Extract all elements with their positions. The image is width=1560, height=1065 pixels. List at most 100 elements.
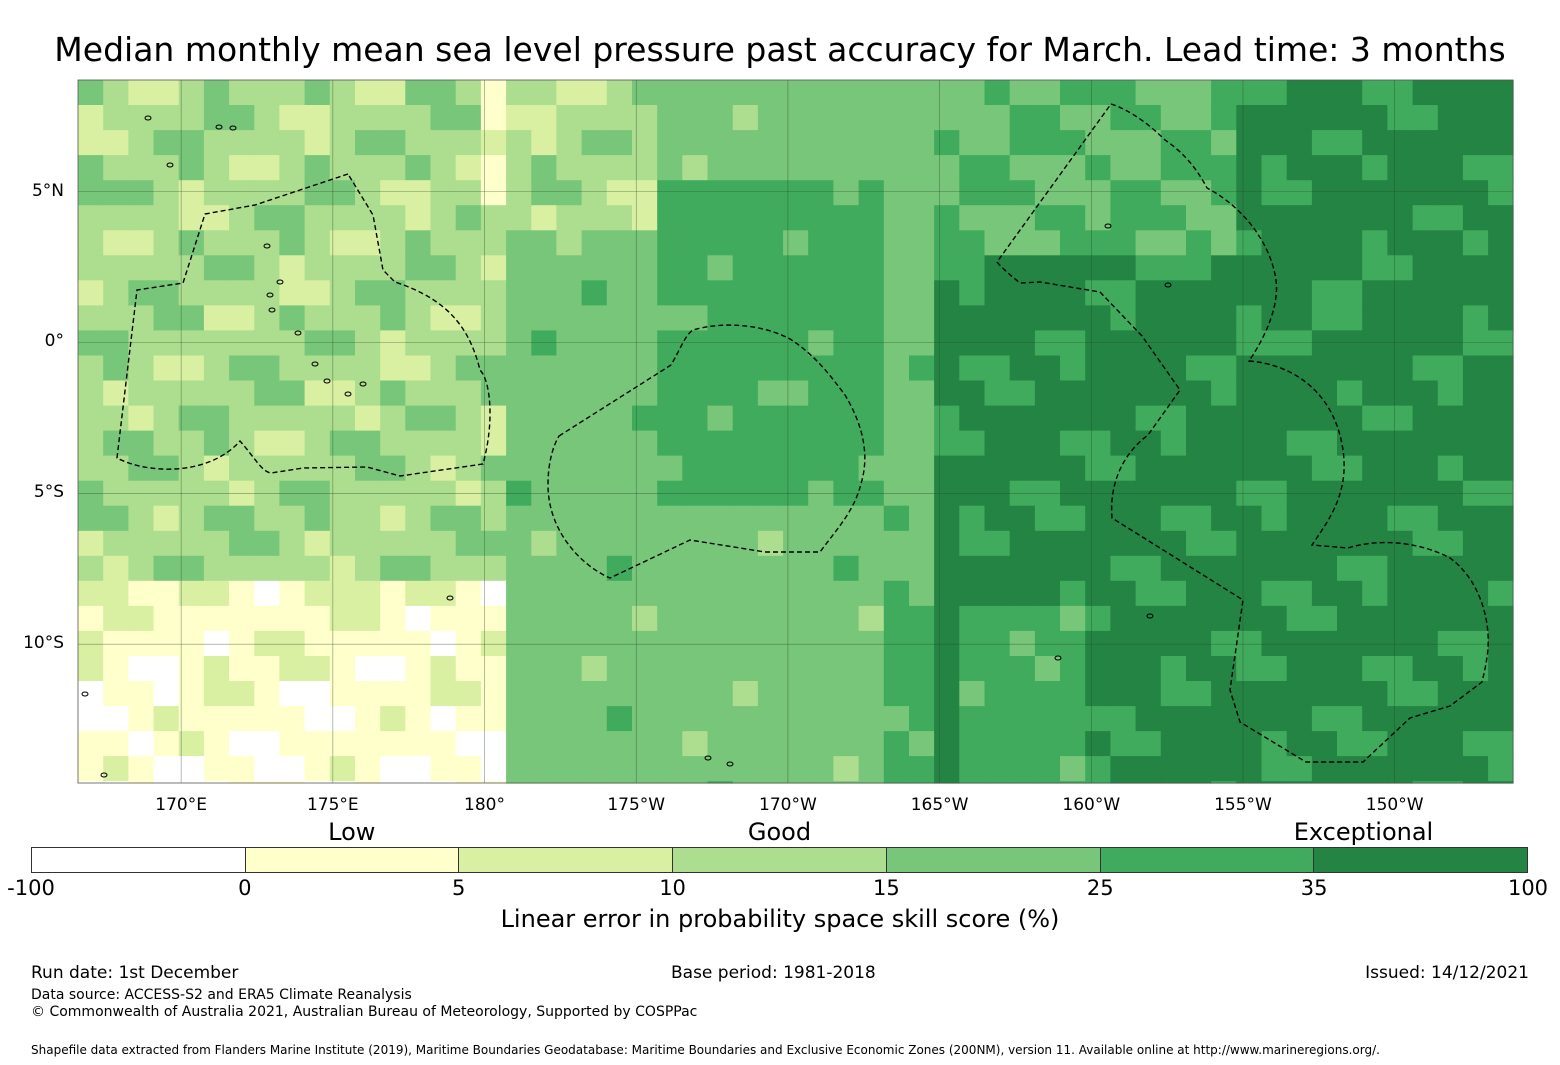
grid-cell [1412,380,1439,407]
grid-cell [909,330,935,356]
grid-cell [783,630,809,657]
grid-cell [606,380,633,407]
grid-cell [1135,706,1162,732]
colorbar-segment [1314,848,1528,872]
grid-cell [1034,605,1061,632]
grid-cell [1286,605,1313,632]
grid-cell [1387,781,1414,784]
grid-cell [808,630,834,657]
grid-cell [329,355,356,382]
grid-cell [430,380,457,407]
grid-cell [1236,430,1263,457]
grid-cell [1488,105,1514,131]
grid-cell [1488,656,1514,682]
grid-cell [1236,505,1263,532]
grid-cell [1362,355,1388,382]
grid-cell [1261,105,1288,131]
grid-cell [657,130,683,156]
grid-cell [707,555,734,582]
grid-cell [606,205,633,231]
grid-cell [1488,681,1514,707]
grid-cell [506,630,532,657]
grid-cell [757,530,784,557]
grid-cell [1286,230,1313,256]
grid-cell [883,155,910,181]
grid-cell [1085,555,1111,582]
grid-cell [1412,530,1439,557]
grid-cell [1186,80,1212,106]
grid-cell [430,305,457,331]
grid-cell [1261,706,1288,732]
grid-cell [1085,580,1111,607]
grid-cell [858,505,885,532]
grid-cell [732,656,759,682]
grid-cell [707,580,734,607]
grid-cell [1286,305,1313,331]
grid-cell [78,80,104,106]
grid-cell [909,255,935,281]
grid-cell [1462,305,1489,331]
grid-cell [455,230,482,256]
grid-cell [833,255,860,281]
grid-cell [178,430,205,457]
grid-cell [757,405,784,432]
grid-cell [1110,355,1137,382]
grid-cell [1060,155,1086,181]
grid-cell [632,130,658,156]
grid-cell [657,530,683,557]
grid-cell [254,330,281,356]
grid-cell [606,130,633,156]
grid-cell [355,155,381,181]
grid-cell [1236,80,1263,106]
grid-cell [1211,330,1237,356]
grid-cell [757,305,784,331]
grid-cell [1211,380,1237,407]
grid-cell [103,781,129,784]
grid-cell [1211,756,1237,782]
grid-cell [1085,305,1111,331]
grid-cell [1034,230,1061,256]
grid-cell [934,681,960,707]
grid-cell [682,205,709,231]
grid-cell [1135,105,1162,131]
grid-cell [178,656,205,682]
grid-cell [707,605,734,632]
grid-cell [984,355,1011,382]
skill-field [78,80,1514,784]
grid-cell [1387,80,1414,106]
grid-cell [178,330,205,356]
grid-cell [1110,380,1137,407]
grid-cell [128,105,155,131]
grid-cell [657,630,683,657]
grid-cell [833,405,860,432]
grid-cell [78,656,104,682]
grid-cell [1160,180,1187,206]
grid-cell [229,130,255,156]
grid-cell [682,555,709,582]
grid-cell [909,130,935,156]
grid-cell [632,731,658,757]
grid-cell [531,605,558,632]
grid-cell [1437,205,1464,231]
grid-cell [329,380,356,407]
grid-cell [1085,505,1111,532]
lon-label: 160°W [1062,795,1121,815]
grid-cell [1085,706,1111,732]
grid-cell [757,781,784,784]
grid-cell [657,405,683,432]
grid-cell [1286,756,1313,782]
grid-cell [506,105,532,131]
grid-cell [707,305,734,331]
grid-cell [178,706,205,732]
grid-cell [178,555,205,582]
grid-cell [1261,555,1288,582]
island [268,307,276,313]
grid-cell [1236,280,1263,306]
grid-cell [254,80,281,106]
grid-cell [883,656,910,682]
grid-cell [153,105,180,131]
grid-cell [1110,405,1137,432]
grid-cell [581,230,608,256]
grid-cell [1009,455,1036,482]
grid-cell [657,155,683,181]
